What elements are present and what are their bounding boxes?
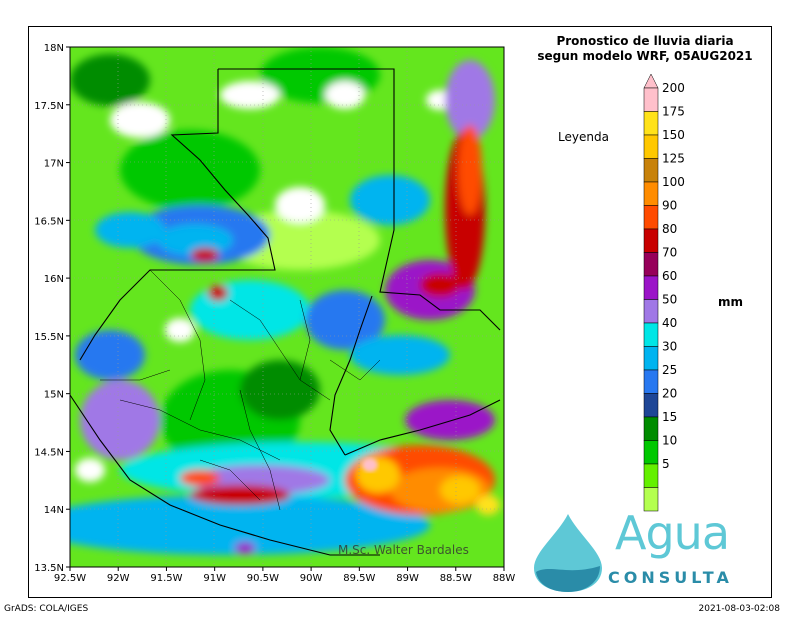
lon-tick-label: 89.5W (343, 573, 375, 584)
lat-tick-label: 17.5N (34, 101, 64, 112)
colorbar-swatch (643, 393, 659, 418)
footer-timestamp: 2021-08-03-02:08 (698, 604, 781, 614)
colorbar-swatch (643, 440, 659, 465)
logo-subtitle: CONSULTA (608, 568, 733, 587)
colorbar-swatch (643, 87, 659, 112)
colorbar-label: 10 (662, 434, 677, 448)
title-line-2: segun modelo WRF, 05AUG2021 (537, 49, 753, 63)
colorbar-label: 80 (662, 222, 677, 236)
colorbar-swatch (643, 205, 659, 230)
colorbar-swatch (643, 228, 659, 253)
lat-tick-label: 15.5N (34, 332, 64, 343)
lat-tick-label: 18N (44, 43, 64, 54)
colorbar-label: 200 (662, 81, 685, 95)
lat-tick-label: 15N (44, 390, 64, 401)
colorbar-swatch (643, 134, 659, 159)
lon-tick-label: 89W (396, 573, 419, 584)
lat-tick-labels: 13.5N 14N 14.5N 15N 15.5N 16N 16.5N 17N 17.5N 18N (34, 43, 70, 574)
legend-label: Leyenda (558, 130, 609, 144)
lat-tick-label: 16.5N (34, 216, 64, 227)
lon-tick-label: 90W (300, 573, 323, 584)
colorbar-swatch (643, 463, 659, 488)
colorbar-label: 70 (662, 246, 677, 260)
colorbar-label: 25 (662, 363, 677, 377)
colorbar-label: 40 (662, 316, 677, 330)
pacific-coastline (69, 394, 380, 556)
colorbar-label: 20 (662, 387, 677, 401)
colorbar-swatch (643, 487, 659, 512)
lon-tick-label: 91W (203, 573, 226, 584)
colorbar-swatch (643, 252, 659, 277)
colorbar-label: 5 (662, 457, 670, 471)
lon-tick-label: 92.5W (54, 573, 86, 584)
title-line-1: Pronostico de lluvia diaria (556, 34, 734, 48)
lon-tick-label: 88.5W (440, 573, 472, 584)
colorbar-label: 60 (662, 269, 677, 283)
colorbar-swatch (643, 346, 659, 371)
colorbar-label: 15 (662, 410, 677, 424)
precip-field (70, 47, 504, 567)
colorbar-label: 30 (662, 340, 677, 354)
department-borders (100, 269, 381, 511)
lat-tick-label: 17N (44, 159, 64, 170)
water-drop-icon (534, 514, 602, 592)
logo-wordmark: Agua (615, 506, 730, 560)
colorbar-label: 175 (662, 105, 685, 119)
colorbar-swatch (643, 322, 659, 347)
footer-software: GrADS: COLA/IGES (4, 604, 89, 614)
colorbar-swatch (643, 369, 659, 394)
colorbar-label: 50 (662, 293, 677, 307)
lat-tick-label: 13.5N (34, 563, 64, 574)
colorbar: 200 175 150 125 100 90 80 70 60 50 40 30 25 20 15 10 5 (643, 73, 685, 512)
lon-tick-label: 92W (107, 573, 130, 584)
map-title: Pronostico de lluvia diaria segun modelo… (520, 34, 770, 64)
colorbar-label: 150 (662, 128, 685, 142)
colorbar-top-arrow (643, 73, 659, 89)
author-credit: M.Sc. Walter Bardales (338, 543, 469, 557)
colorbar-label: 125 (662, 152, 685, 166)
lat-tick-label: 14N (44, 505, 64, 516)
colorbar-swatch (643, 275, 659, 300)
colorbar-label: 100 (662, 175, 685, 189)
unit-label: mm (718, 295, 744, 309)
colorbar-swatch (643, 416, 659, 441)
lat-tick-label: 16N (44, 274, 64, 285)
colorbar-label: 90 (662, 199, 677, 213)
colorbar-swatch (643, 111, 659, 136)
lat-tick-label: 14.5N (34, 447, 64, 458)
colorbar-swatch (643, 299, 659, 324)
figure-frame (28, 26, 772, 598)
plot-border (69, 46, 505, 568)
lon-tick-label: 91.5W (150, 573, 182, 584)
colorbar-swatch (643, 181, 659, 206)
lon-tick-labels: 92.5W 92W 91.5W 91W 90.5W 90W 89.5W 89W 88.5W 88W (54, 567, 515, 584)
lon-tick-label: 88W (493, 573, 516, 584)
country-borders (79, 68, 501, 456)
lon-tick-label: 90.5W (247, 573, 279, 584)
colorbar-swatch (643, 158, 659, 183)
